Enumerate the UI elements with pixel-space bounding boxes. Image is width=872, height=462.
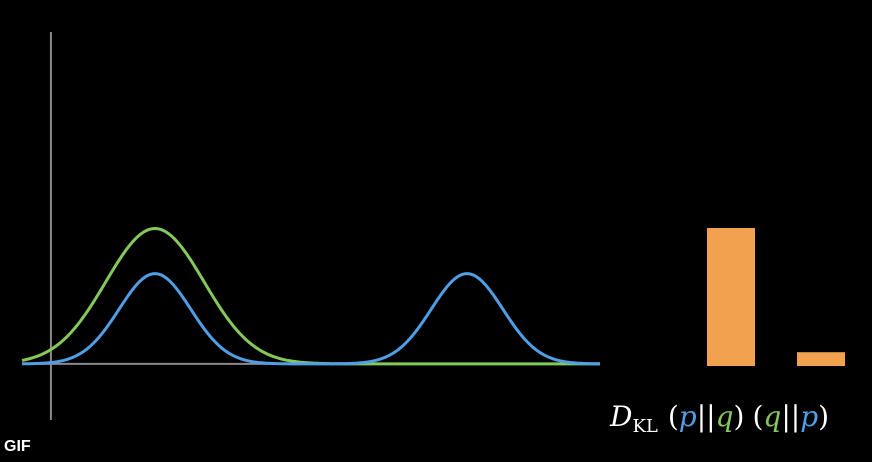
formula-q-2: q <box>763 400 781 433</box>
formula-sep-2: || <box>781 400 800 433</box>
bar-kl-q-p <box>797 352 845 366</box>
bar-kl-p-q <box>707 228 755 366</box>
formula-rparen-1: ) <box>734 400 745 433</box>
formula-q-1: q <box>716 400 734 433</box>
series-line-p <box>21 272 601 366</box>
kl-bar-chart <box>707 228 845 366</box>
formula-p-1: p <box>679 400 697 433</box>
formula-subscript: KL <box>632 416 657 437</box>
formula-p-2: p <box>800 400 818 433</box>
formula-lparen-1: ( <box>668 400 679 433</box>
distribution-plot <box>21 32 601 420</box>
gif-badge: GIF <box>4 438 31 455</box>
formula-sep-1: || <box>697 400 716 433</box>
formula-rparen-2: ) <box>818 400 829 433</box>
formula-symbol: D <box>609 400 632 433</box>
formula-lparen-2: ( <box>752 400 763 433</box>
kl-formula-label: DKL (p||q) (q||p) <box>609 400 829 437</box>
series-line-q <box>21 227 600 366</box>
